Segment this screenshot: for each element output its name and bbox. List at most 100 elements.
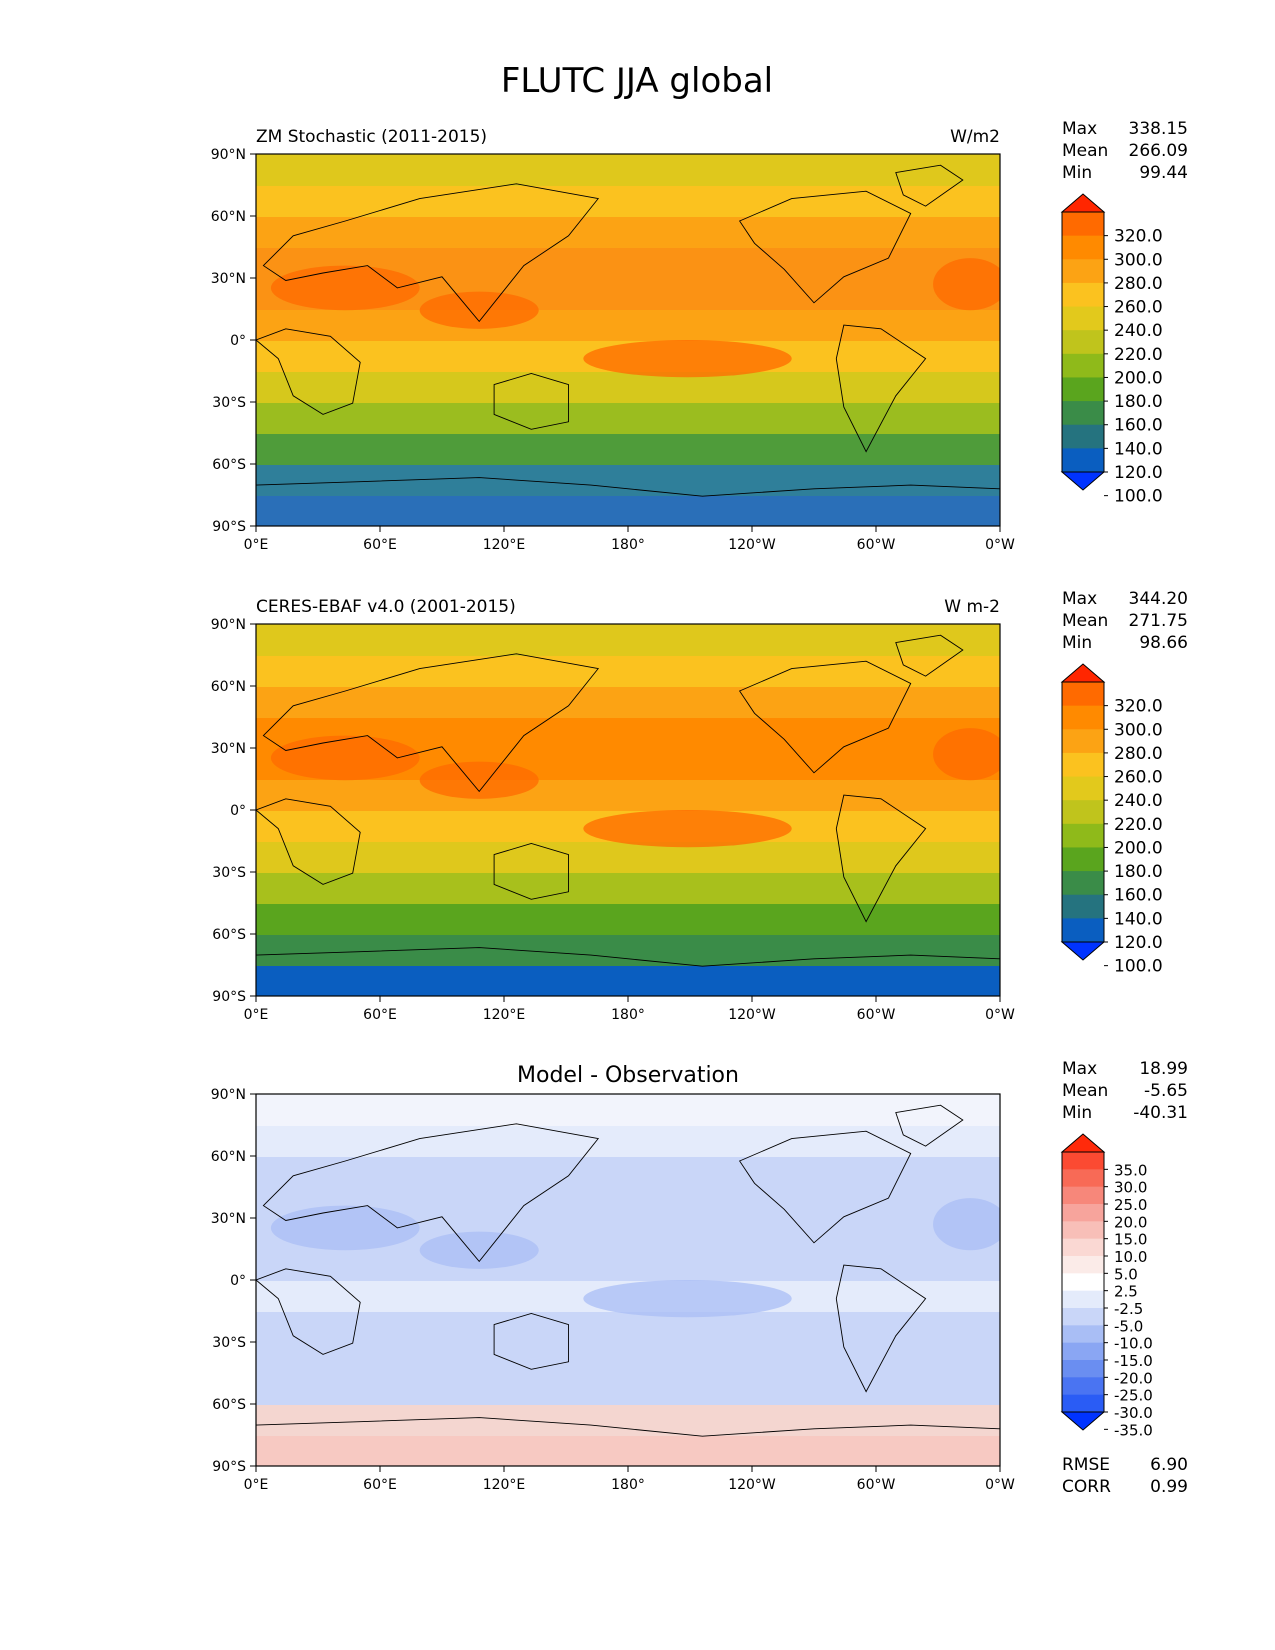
colorbar-tick-label: -10.0 <box>1114 1335 1153 1353</box>
colorbar-swatch <box>1062 212 1104 237</box>
colorbar-swatch <box>1062 1186 1104 1205</box>
lon-tick-label: 0°W <box>985 537 1015 553</box>
stat-value: 98.66 <box>1139 633 1188 653</box>
stat-label: Min <box>1062 1103 1092 1123</box>
lat-tick-label: 90°N <box>211 617 246 633</box>
colorbar-tick-label: 10.0 <box>1114 1248 1147 1266</box>
lon-tick-label: 0°E <box>244 1477 269 1493</box>
colorbar-swatch <box>1062 1377 1104 1396</box>
colorbar-swatch <box>1062 1221 1104 1240</box>
colorbar-swatch <box>1062 1290 1104 1309</box>
colorbar-swatch <box>1062 1308 1104 1326</box>
coastline <box>256 328 361 415</box>
lon-tick-label: 120°E <box>483 1477 526 1493</box>
lon-tick-label: 120°E <box>483 537 526 553</box>
colorbar-swatch <box>1062 1360 1104 1378</box>
colorbar-tick-label: 5.0 <box>1114 1265 1138 1283</box>
colorbar-tick-label: 320.0 <box>1114 697 1163 717</box>
colorbar: 320.0 300.0 280.0 260.0 240.0 220.0 200.0 180.0… <box>1060 193 1163 507</box>
stat-value: 344.20 <box>1129 589 1188 609</box>
lon-tick-label: 60°W <box>857 1477 896 1493</box>
lon-tick-label: 60°E <box>363 1007 397 1023</box>
lon-tick-label: 0°E <box>244 1007 269 1023</box>
colorbar-swatch <box>1062 894 1104 919</box>
stat-value: 99.44 <box>1139 163 1188 183</box>
colorbar-swatch <box>1062 800 1104 825</box>
colorbar-swatch <box>1062 871 1104 896</box>
colorbar-swatch <box>1062 682 1104 707</box>
lon-tick-label: 120°W <box>728 1007 776 1023</box>
stat-value: -40.31 <box>1133 1103 1188 1123</box>
colorbar-tick-label: 25.0 <box>1114 1196 1147 1214</box>
lon-tick-label: 120°W <box>728 537 776 553</box>
colorbar-tick-label: 160.0 <box>1114 416 1163 436</box>
lat-tick-label: 60°N <box>211 209 246 225</box>
stat-label: Mean <box>1062 1081 1108 1101</box>
stat-label: Min <box>1062 633 1092 653</box>
stat-label: Min <box>1062 163 1092 183</box>
panel-units: W/m2 <box>950 127 1000 147</box>
colorbar-swatch <box>1062 1273 1104 1292</box>
lon-tick-label: 60°W <box>857 537 896 553</box>
coastline <box>738 660 912 774</box>
coastline <box>895 634 964 677</box>
lon-tick-label: 0°W <box>985 1007 1015 1023</box>
lon-tick-label: 60°E <box>363 537 397 553</box>
map-field <box>256 624 1000 996</box>
panel-units: W m-2 <box>944 597 1000 617</box>
panel-center-title: Model - Observation <box>517 1063 739 1088</box>
colorbar-swatch <box>1062 752 1104 778</box>
colorbar: 320.0 300.0 280.0 260.0 240.0 220.0 200.0 180.0… <box>1060 663 1163 977</box>
colorbar-tick-label: 140.0 <box>1114 439 1163 459</box>
colorbar-swatch <box>1062 448 1104 473</box>
colorbar-tick-label: 100.0 <box>1114 487 1163 507</box>
colorbar-tick-label: 30.0 <box>1114 1179 1147 1197</box>
lat-tick-label: 30°S <box>212 865 246 881</box>
colorbar-swatch <box>1062 401 1104 426</box>
colorbar-tick-label: 120.0 <box>1114 463 1163 483</box>
coastline <box>262 1123 600 1263</box>
colorbar-extend-bottom <box>1060 471 1106 491</box>
coastline <box>493 843 569 900</box>
colorbar-tick-label: 140.0 <box>1114 909 1163 929</box>
colorbar-swatch <box>1062 1325 1104 1344</box>
colorbar-swatch <box>1062 1204 1104 1222</box>
colorbar-tick-label: 300.0 <box>1114 250 1163 270</box>
coastline <box>738 1130 912 1244</box>
coastline <box>493 373 569 430</box>
figure-title: FLUTC JJA global <box>501 61 773 101</box>
colorbar-swatch <box>1062 377 1104 402</box>
map-field <box>256 154 1000 526</box>
bottom-stat-label: RMSE <box>1062 1455 1110 1475</box>
colorbar-swatch <box>1062 424 1104 449</box>
bottom-stat-value: 6.90 <box>1150 1455 1188 1475</box>
colorbar-tick-label: 2.5 <box>1114 1283 1138 1301</box>
colorbar-swatch <box>1062 1394 1104 1413</box>
colorbar-tick-label: 200.0 <box>1114 368 1163 388</box>
map-panel-model: 90°N 60°N 30°N 0° 30°S 60°S 90°S 0°E 60°E 120°E 18… <box>211 119 1188 553</box>
lat-tick-label: 90°S <box>212 519 246 535</box>
lon-tick-label: 180° <box>611 1007 645 1023</box>
stat-label: Mean <box>1062 611 1108 631</box>
colorbar-swatch <box>1062 353 1104 378</box>
colorbar-tick-label: 15.0 <box>1114 1231 1147 1249</box>
coastline <box>256 798 361 885</box>
coastline <box>835 1264 927 1393</box>
colorbar-tick-label: 260.0 <box>1114 298 1163 318</box>
colorbar-swatch <box>1062 1238 1104 1257</box>
lon-tick-label: 120°E <box>483 1007 526 1023</box>
lat-tick-label: 90°N <box>211 147 246 163</box>
coastline <box>835 324 927 453</box>
colorbar-tick-label: 200.0 <box>1114 838 1163 858</box>
colorbar-tick-label: 280.0 <box>1114 274 1163 294</box>
colorbar-tick-label: 20.0 <box>1114 1213 1147 1231</box>
colorbar-extend-bottom <box>1060 1411 1106 1431</box>
colorbar-tick-label: -20.0 <box>1114 1369 1153 1387</box>
lon-tick-label: 180° <box>611 537 645 553</box>
stat-value: 271.75 <box>1129 611 1188 631</box>
coastline <box>256 477 1000 497</box>
lat-tick-label: 0° <box>230 333 246 349</box>
coastline <box>895 1104 964 1147</box>
lat-tick-label: 30°S <box>212 395 246 411</box>
